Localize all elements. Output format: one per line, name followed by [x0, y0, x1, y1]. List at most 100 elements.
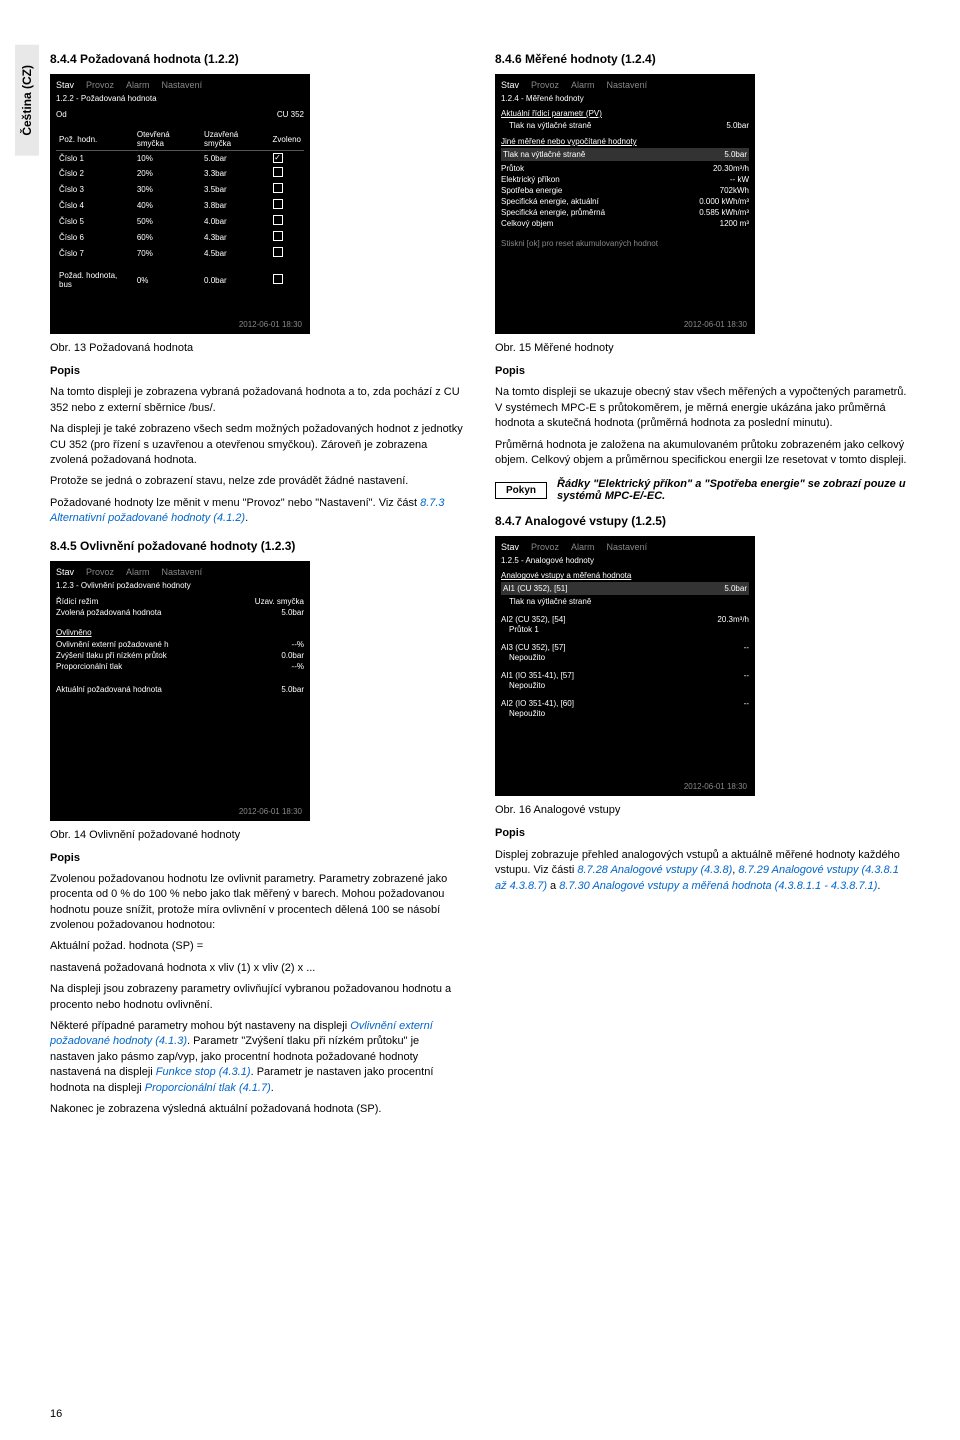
figure-caption: Obr. 16 Analogové vstupy — [495, 804, 910, 816]
label: Zvýšení tlaku při nízkém průtok — [56, 651, 167, 660]
text-span: Požadované hodnoty lze měnit v menu "Pro… — [50, 497, 420, 509]
body-paragraph: Aktuální požad. hodnota (SP) = — [50, 939, 465, 954]
tab-nastaveni: Nastavení — [162, 80, 203, 90]
checkbox-icon — [273, 231, 283, 241]
tab-alarm: Alarm — [571, 80, 595, 90]
value: 5.0bar — [281, 608, 304, 617]
body-paragraph: nastavená požadovaná hodnota x vliv (1) … — [50, 961, 465, 976]
section-label: Analogové vstupy a měřená hodnota — [501, 571, 749, 580]
tab-alarm: Alarm — [126, 80, 150, 90]
label: Proporcionální tlak — [56, 662, 122, 671]
table-row: Číslo 550%4.0bar — [56, 213, 304, 229]
page-number: 16 — [50, 1408, 62, 1420]
checkbox-icon — [273, 199, 283, 209]
checkbox-icon — [273, 167, 283, 177]
link-reference[interactable]: 8.7.28 Analogové vstupy (4.3.8) — [577, 864, 732, 876]
col-header: Zvoleno — [270, 128, 304, 151]
tab-provoz: Provoz — [531, 542, 559, 552]
sub-label: Nepoužito — [501, 709, 749, 718]
screen-title: 1.2.5 - Analogové hodnoty — [501, 556, 749, 565]
cell — [270, 165, 304, 181]
note-tag: Pokyn — [495, 482, 547, 499]
label: Průtok — [501, 164, 524, 173]
body-paragraph: Na tomto displeji se ukazuje obecný stav… — [495, 385, 910, 431]
popis-label: Popis — [495, 364, 910, 379]
cell: Číslo 1 — [56, 151, 134, 166]
tab-provoz: Provoz — [86, 567, 114, 577]
cell — [270, 181, 304, 197]
data-row: Elektrický příkon-- kW — [501, 174, 749, 185]
body-paragraph: Požadované hodnoty lze měnit v menu "Pro… — [50, 496, 465, 527]
section-heading: 8.4.4 Požadovaná hodnota (1.2.2) — [50, 52, 465, 66]
label: Zvolená požadovaná hodnota — [56, 608, 161, 617]
value: -- — [744, 699, 749, 708]
data-row: AI2 (CU 352), [54]20.3m³/h — [501, 614, 749, 625]
tab-stav: Stav — [501, 542, 519, 552]
value: 20.3m³/h — [717, 615, 749, 624]
data-row: AI2 (IO 351-41), [60]-- — [501, 698, 749, 709]
screen-tabs: Stav Provoz Alarm Nastavení — [56, 80, 304, 90]
table-row: Číslo 110%5.0bar — [56, 151, 304, 166]
value: 5.0bar — [724, 584, 747, 593]
input-group: AI2 (IO 351-41), [60]-- Nepoužito — [501, 698, 749, 718]
cell: Číslo 2 — [56, 165, 134, 181]
link-reference[interactable]: 8.7.30 Analogové vstupy a měřená hodnota… — [559, 880, 877, 892]
right-column: 8.4.6 Měřené hodnoty (1.2.4) Stav Provoz… — [495, 40, 910, 1123]
screen-tabs: Stav Provoz Alarm Nastavení — [56, 567, 304, 577]
body-paragraph: Na displeji je také zobrazeno všech sedm… — [50, 422, 465, 468]
origin-label: Od — [56, 110, 67, 119]
left-column: 8.4.4 Požadovaná hodnota (1.2.2) Stav Pr… — [50, 40, 465, 1123]
screenshot-1-2-4: Stav Provoz Alarm Nastavení 1.2.4 - Měře… — [495, 74, 755, 334]
label: Ovlivnění externí požadované h — [56, 640, 169, 649]
table-row: Číslo 330%3.5bar — [56, 181, 304, 197]
cell: 3.8bar — [201, 197, 270, 213]
section-label: Jiné měřené nebo vypočítané hodnoty — [501, 137, 749, 146]
value: Uzav. smyčka — [255, 597, 304, 606]
origin-value: CU 352 — [277, 110, 304, 119]
table-row: Číslo 440%3.8bar — [56, 197, 304, 213]
language-sidebar: Čeština (CZ) — [15, 45, 39, 156]
popis-label: Popis — [50, 851, 465, 866]
section-label: Aktuální řídicí parametr (PV) — [501, 109, 749, 118]
cell: 20% — [134, 165, 201, 181]
input-group: AI3 (CU 352), [57]-- Nepoužito — [501, 642, 749, 662]
link-reference[interactable]: Funkce stop (4.3.1) — [156, 1066, 251, 1078]
text-span: . — [245, 512, 248, 524]
table-row: Číslo 660%4.3bar — [56, 229, 304, 245]
cell: 50% — [134, 213, 201, 229]
data-row: Ovlivnění externí požadované h--% — [56, 639, 304, 650]
value: 5.0bar — [726, 121, 749, 130]
cell: 60% — [134, 229, 201, 245]
data-row: Spotřeba energie702kWh — [501, 185, 749, 196]
text-span: . — [877, 880, 880, 892]
link-reference[interactable]: Proporcionální tlak (4.1.7) — [145, 1082, 271, 1094]
value: 0.000 kWh/m³ — [699, 197, 749, 206]
label: Celkový objem — [501, 219, 553, 228]
col-header: Uzavřená smyčka — [201, 128, 270, 151]
cell: 10% — [134, 151, 201, 166]
value: 1200 m³ — [720, 219, 749, 228]
cell: Číslo 4 — [56, 197, 134, 213]
setpoint-table: Pož. hodn. Otevřená smyčka Uzavřená smyč… — [56, 128, 304, 291]
tab-alarm: Alarm — [571, 542, 595, 552]
tab-alarm: Alarm — [126, 567, 150, 577]
figure-caption: Obr. 13 Požadovaná hodnota — [50, 342, 465, 354]
sub-label: Nepoužito — [501, 653, 749, 662]
cell — [270, 197, 304, 213]
timestamp: 2012-06-01 18:30 — [684, 782, 747, 791]
data-row: Zvolená požadovaná hodnota 5.0bar — [56, 607, 304, 618]
popis-label: Popis — [495, 826, 910, 841]
value: 0.585 kWh/m³ — [699, 208, 749, 217]
section-heading: 8.4.5 Ovlivnění požadované hodnoty (1.2.… — [50, 539, 465, 553]
text-span: . — [271, 1082, 274, 1094]
data-row: Tlak na výtlačné straně5.0bar — [501, 120, 749, 131]
input-group: AI1 (CU 352), [51]5.0bar Tlak na výtlačn… — [501, 582, 749, 606]
checkbox-icon — [273, 274, 283, 284]
cell: Požad. hodnota, bus — [56, 261, 134, 291]
figure-caption: Obr. 15 Měřené hodnoty — [495, 342, 910, 354]
col-header: Pož. hodn. — [56, 128, 134, 151]
origin-row: Od CU 352 — [56, 109, 304, 120]
body-paragraph: Některé případné parametry mohou být nas… — [50, 1019, 465, 1096]
screen-tabs: Stav Provoz Alarm Nastavení — [501, 542, 749, 552]
value: 20.30m³/h — [713, 164, 749, 173]
